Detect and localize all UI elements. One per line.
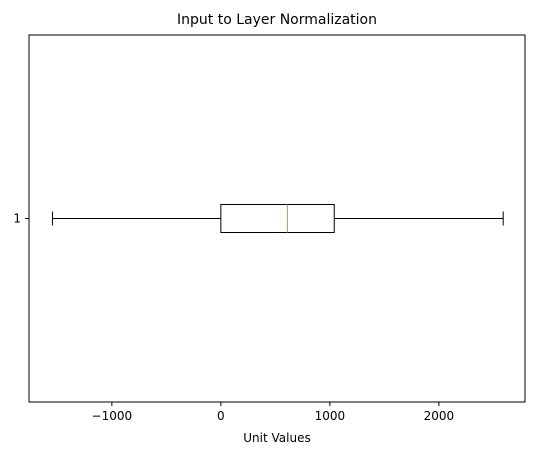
interquartile-box	[220, 204, 335, 233]
y-axis-ticks: 1	[13, 212, 29, 226]
x-axis-ticks: −1000 0 1000 2000	[92, 402, 455, 423]
x-tick-label: 0	[217, 409, 225, 423]
x-tick-label: −1000	[92, 409, 133, 423]
x-tick-label: 2000	[424, 409, 455, 423]
y-tick-label: 1	[13, 212, 21, 226]
x-axis-label: Unit Values	[243, 431, 310, 445]
boxes-group	[51, 204, 504, 233]
x-tick-label: 1000	[315, 409, 346, 423]
chart-title: Input to Layer Normalization	[177, 12, 377, 28]
